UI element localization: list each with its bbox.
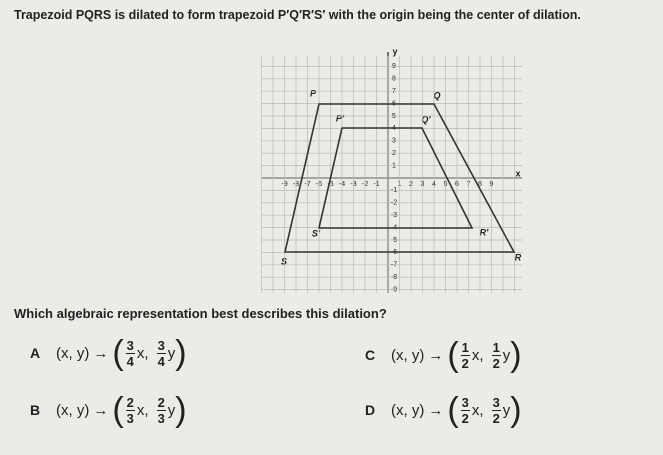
denominator: 2 (461, 410, 469, 426)
numerator: 3 (156, 337, 166, 354)
vertex-label: Q (433, 90, 440, 100)
vertex-label: S′ (312, 228, 321, 238)
lhs: (x, y) (56, 344, 90, 362)
variable: x, (136, 344, 149, 362)
vertex-label: R′ (480, 227, 489, 237)
paren: ) (510, 336, 522, 374)
paren: ) (175, 334, 187, 372)
denominator: 2 (492, 355, 500, 371)
variable: x, (471, 401, 484, 419)
vertex-label: P′ (336, 113, 345, 123)
variable: x, (136, 401, 149, 419)
vertex-label: R (515, 252, 522, 262)
paren: ( (447, 336, 459, 374)
choice-letter: B (30, 402, 41, 418)
trapezoid-image (317, 127, 474, 229)
denominator: 2 (492, 410, 500, 426)
denominator: 3 (126, 410, 134, 426)
numerator: 1 (491, 339, 501, 356)
numerator: 3 (125, 337, 135, 354)
paren: ( (112, 391, 124, 429)
variable: y (502, 401, 511, 419)
variable: y (502, 346, 511, 364)
answer-choice: C (x, y) →(1 2 x, 1 2 y) (365, 338, 522, 372)
question: Trapezoid PQRS is dilated to form trapez… (14, 8, 581, 22)
trapezoid-pqrs (283, 103, 516, 253)
axis-label: x (515, 168, 520, 178)
axis-label: y (392, 46, 397, 56)
denominator: 3 (157, 410, 165, 426)
arrow: → (93, 344, 109, 362)
arrow: → (93, 401, 109, 419)
variable: y (167, 401, 176, 419)
answer-choice: D (x, y) →(3 2 x, 3 2 y) (365, 393, 522, 427)
arrow: → (428, 401, 444, 419)
numerator: 1 (460, 339, 470, 356)
paren: ( (447, 391, 459, 429)
denominator: 4 (126, 353, 134, 369)
paren: ) (175, 391, 187, 429)
lhs: (x, y) (56, 401, 90, 419)
numerator: 2 (125, 394, 135, 411)
choice-letter: A (30, 345, 41, 361)
answer-choice: B (x, y) →(2 3 x, 2 3 y) (30, 393, 187, 427)
numerator: 2 (156, 394, 166, 411)
denominator: 4 (157, 353, 165, 369)
vertex-label: P (310, 88, 317, 98)
arrow: → (428, 346, 444, 364)
choice-letter: C (365, 347, 376, 363)
prompt: Which algebraic representation best desc… (14, 306, 387, 321)
lhs: (x, y) (391, 346, 425, 364)
vertex-label: S (281, 256, 287, 266)
variable: x, (471, 346, 484, 364)
paren: ( (112, 334, 124, 372)
denominator: 2 (461, 355, 469, 371)
variable: y (167, 344, 176, 362)
paren: ) (510, 391, 522, 429)
numerator: 3 (460, 394, 470, 411)
vertex-label: Q′ (421, 114, 431, 124)
lhs: (x, y) (391, 401, 425, 419)
numerator: 3 (491, 394, 501, 411)
choice-letter: D (365, 402, 376, 418)
answer-choice: A (x, y) →(3 4 x, 3 4 y) (30, 336, 187, 370)
